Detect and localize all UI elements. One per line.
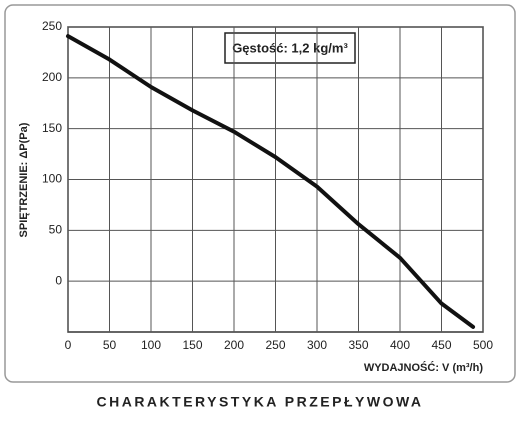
x-tick-label: 500: [473, 338, 493, 352]
x-tick-label: 450: [431, 338, 451, 352]
annotation: Gęstość: 1,2 kg/m³: [232, 40, 348, 55]
x-tick-label: 350: [348, 338, 368, 352]
x-tick-label: 150: [182, 338, 202, 352]
curve: [66, 34, 476, 329]
y-tick-label: 0: [55, 273, 62, 287]
chart-frame: [4, 4, 516, 383]
y-tick-label: 50: [49, 223, 63, 237]
x-tick-label: 100: [141, 338, 161, 352]
x-axis-label: WYDAJNOŚĆ: V (m³/h): [364, 361, 484, 374]
y-tick-label: 150: [42, 121, 62, 135]
x-tick-label: 50: [103, 338, 117, 352]
x-tick-label: 400: [390, 338, 410, 352]
annotation-box: [224, 32, 356, 64]
chart-title: CHARAKTERYSTYKA PRZEPŁYWOWA: [96, 394, 423, 410]
y-tick-label: 100: [42, 172, 62, 186]
x-tick-label: 250: [265, 338, 285, 352]
y-tick-label: 200: [42, 70, 62, 84]
y-tick-label: 250: [42, 19, 62, 33]
x-tick-label: 300: [307, 338, 327, 352]
x-tick-label: 0: [65, 338, 72, 352]
y-axis-label: SPIĘTRZENIE: ΔP(Pa): [18, 122, 30, 237]
x-tick-label: 200: [224, 338, 244, 352]
